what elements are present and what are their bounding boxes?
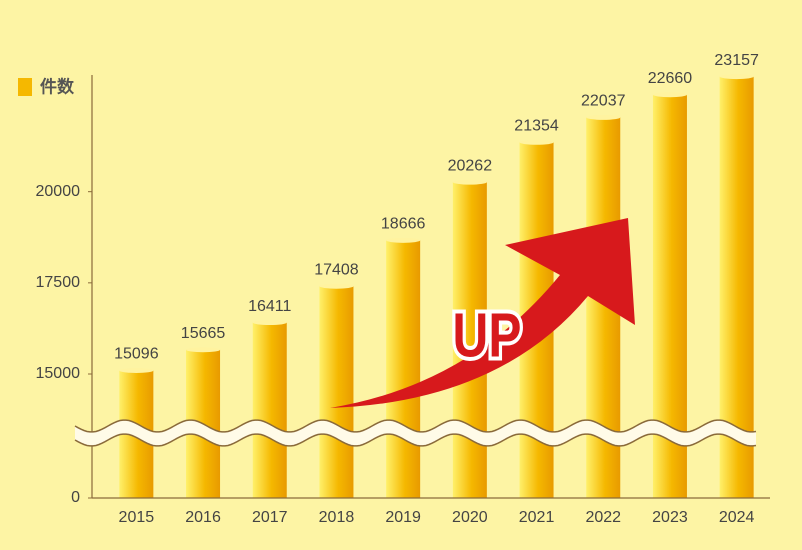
x-tick-label: 2022 [585,509,621,526]
data-label: 23157 [714,52,759,69]
bar-cap [519,139,554,145]
data-label: 18666 [381,216,426,233]
y-tick-label: 20000 [36,183,81,200]
data-label: 20262 [448,157,493,174]
data-label: 15096 [114,346,159,363]
bar [252,322,287,498]
bar [386,240,421,498]
bar-cap [652,92,687,98]
up-arrow [330,218,635,408]
y-tick-label: 17500 [36,274,81,291]
x-tick-label: 2016 [185,509,221,526]
data-label: 22660 [648,70,693,87]
bar-cap [319,283,354,289]
x-tick-label: 2017 [252,509,288,526]
bar-cap [186,347,221,353]
x-tick-label: 2020 [452,509,488,526]
y-tick-label: 0 [71,489,80,506]
bar-cap [252,320,287,326]
data-label: 15665 [181,325,226,342]
bar-cap [452,179,487,185]
x-tick-label: 2018 [319,509,355,526]
data-label: 16411 [248,298,291,315]
x-tick-label: 2021 [519,509,555,526]
ticks: 0 15000 17500 20000 [36,183,92,506]
legend-swatch [18,78,32,96]
bars: 2015 15096 2016 15665 2017 16411 2018 17408 2019… [114,52,759,526]
x-tick-label: 2015 [119,509,155,526]
legend-label: 件数 [40,76,75,96]
data-label: 22037 [581,93,626,110]
x-tick-label: 2024 [719,509,755,526]
break-edge [74,419,757,433]
break-edge [74,433,757,447]
axis-break [74,419,757,447]
bar-cap [586,114,621,120]
bar [319,286,354,498]
data-label: 21354 [514,118,559,135]
x-tick-label: 2019 [385,509,421,526]
bar-cap [386,237,421,243]
x-tick-label: 2023 [652,509,688,526]
bar-cap [119,367,154,373]
y-tick-label: 15000 [36,365,81,382]
data-label: 17408 [314,261,359,278]
break-band [75,420,756,446]
bar-cap [719,74,754,80]
annotation: UP [453,300,522,370]
